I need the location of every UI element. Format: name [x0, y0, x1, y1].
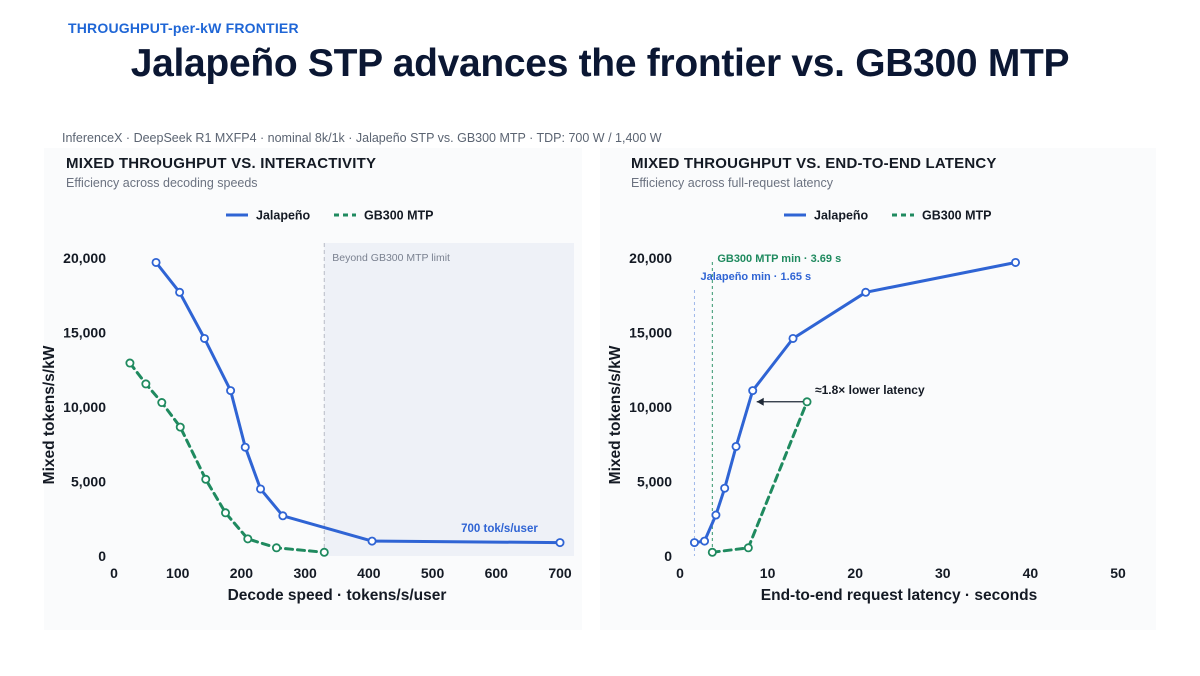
chart-title-latency: MIXED THROUGHPUT VS. END-TO-END LATENCY	[631, 155, 997, 172]
data-point-gb300	[141, 379, 151, 389]
page-title: Jalapeño STP advances the frontier vs. G…	[130, 42, 1070, 85]
data-point-gb300	[201, 474, 211, 484]
data-point-jalapeno	[861, 287, 871, 297]
x-tick-label: 20	[847, 565, 863, 581]
min-latency-label: GB300 MTP min · 3.69 s	[717, 253, 841, 265]
min-latency-label: Jalapeño min · 1.65 s	[700, 271, 811, 283]
legend-label-jalapeno: Jalapeño	[256, 209, 311, 223]
y-tick-label: 10,000	[629, 399, 672, 415]
legend-label-gb300: GB300 MTP	[364, 209, 433, 223]
x-tick-label: 0	[676, 565, 684, 581]
data-point-gb300	[243, 534, 253, 544]
data-point-gb300	[157, 398, 167, 408]
x-tick-label: 200	[230, 565, 254, 581]
data-point-gb300	[125, 358, 135, 368]
series-line-jalapeno	[693, 261, 1017, 545]
x-tick-label: 300	[293, 565, 317, 581]
y-tick-label: 5,000	[71, 474, 106, 490]
x-tick-label: 50	[1110, 565, 1126, 581]
data-point-jalapeno	[1011, 257, 1021, 267]
x-tick-label: 10	[760, 565, 776, 581]
shaded-region-label: Beyond GB300 MTP limit	[332, 252, 450, 264]
data-point-gb300	[175, 422, 185, 432]
data-point-jalapeno	[555, 538, 565, 548]
y-tick-label: 20,000	[629, 250, 672, 266]
data-point-jalapeno	[700, 536, 710, 546]
y-tick-label: 20,000	[63, 250, 106, 266]
data-point-gb300	[220, 508, 230, 518]
y-axis-label: Mixed tokens/s/kW	[607, 345, 624, 484]
data-point-jalapeno	[175, 287, 185, 297]
source-note: InferenceX · DeepSeek R1 MXFP4 · nominal…	[62, 131, 662, 145]
latency-gap-arrowhead	[756, 397, 764, 406]
section-kicker: THROUGHPUT-per-kW FRONTIER	[68, 20, 299, 36]
x-tick-label: 400	[357, 565, 381, 581]
y-tick-label: 15,000	[629, 325, 672, 341]
chart-panel-latency	[600, 148, 1156, 630]
x-axis-label: End-to-end request latency · seconds	[761, 587, 1037, 604]
data-point-jalapeno	[720, 483, 730, 493]
data-point-jalapeno	[256, 484, 266, 494]
data-point-jalapeno	[278, 511, 288, 521]
y-tick-label: 0	[98, 548, 106, 564]
x-axis-label: Decode speed · tokens/s/user	[228, 587, 447, 604]
x-tick-label: 40	[1023, 565, 1039, 581]
x-tick-label: 700	[548, 565, 572, 581]
data-point-jalapeno	[748, 386, 758, 396]
data-point-jalapeno	[199, 333, 209, 343]
x-tick-label: 600	[485, 565, 509, 581]
y-tick-label: 15,000	[63, 325, 106, 341]
chart-subtitle-interactivity: Efficiency across decoding speeds	[66, 176, 258, 190]
legend-label-gb300: GB300 MTP	[922, 209, 991, 223]
x-tick-label: 0	[110, 565, 118, 581]
y-tick-label: 10,000	[63, 399, 106, 415]
data-point-jalapeno	[367, 536, 377, 546]
data-point-gb300	[319, 547, 329, 557]
data-point-gb300	[707, 547, 717, 557]
latency-gap-label: ≈1.8× lower latency	[815, 383, 925, 397]
data-point-gb300	[271, 543, 281, 553]
endpoint-annotation: 700 tok/s/user	[461, 523, 538, 535]
data-point-jalapeno	[731, 441, 741, 451]
chart-subtitle-latency: Efficiency across full-request latency	[631, 176, 833, 190]
legend-label-jalapeno: Jalapeño	[814, 209, 869, 223]
data-point-jalapeno	[151, 257, 161, 267]
x-tick-label: 30	[935, 565, 951, 581]
y-tick-label: 0	[664, 548, 672, 564]
y-axis-label: Mixed tokens/s/kW	[41, 345, 58, 484]
data-point-gb300	[743, 543, 753, 553]
data-point-jalapeno	[240, 442, 250, 452]
data-point-jalapeno	[788, 333, 798, 343]
chart-title-interactivity: MIXED THROUGHPUT VS. INTERACTIVITY	[66, 155, 377, 172]
shaded-region-interactivity	[324, 243, 574, 556]
data-point-gb300	[802, 397, 812, 407]
data-point-jalapeno	[226, 386, 236, 396]
x-tick-label: 500	[421, 565, 445, 581]
x-tick-label: 100	[166, 565, 190, 581]
data-point-jalapeno	[711, 510, 721, 520]
data-point-jalapeno	[689, 538, 699, 548]
y-tick-label: 5,000	[637, 474, 672, 490]
